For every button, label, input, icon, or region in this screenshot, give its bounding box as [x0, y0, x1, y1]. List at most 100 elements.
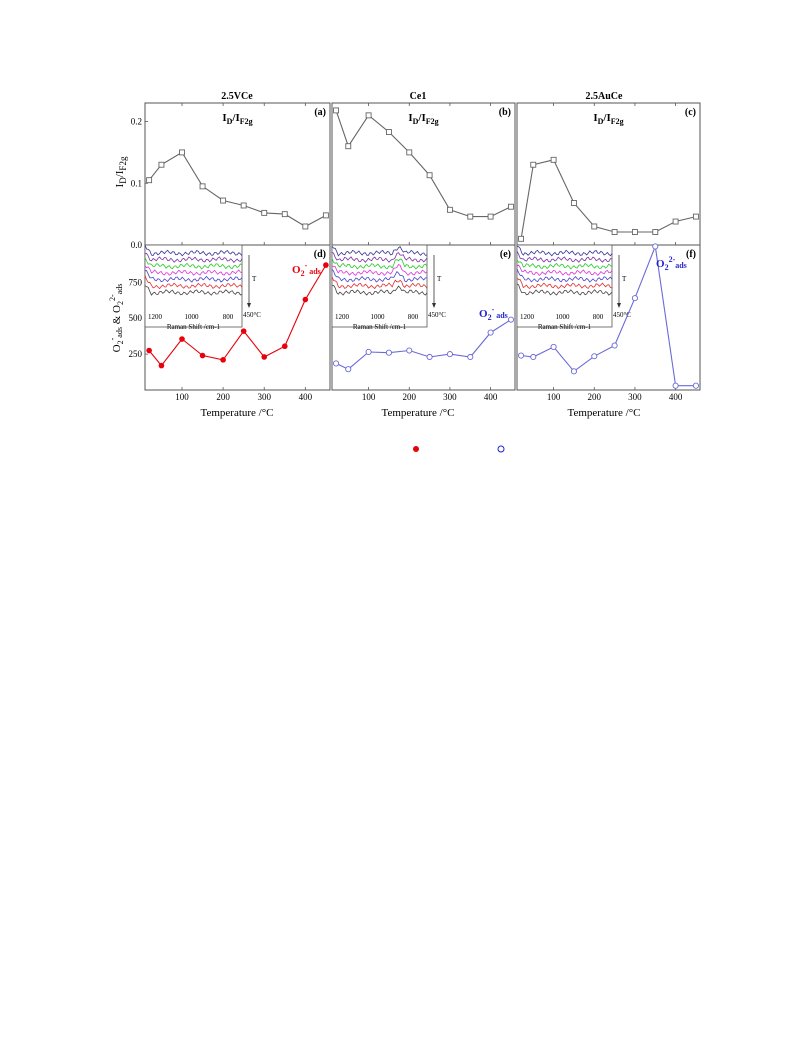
- data-point: [220, 357, 226, 363]
- data-point: [220, 197, 227, 204]
- series-line: [148, 264, 327, 367]
- data-point: [550, 156, 557, 163]
- y-tick-label: 250: [129, 349, 143, 359]
- inset-spectrum-line: [516, 264, 613, 277]
- x-tick-label: 100: [362, 392, 376, 402]
- data-point: [385, 129, 392, 135]
- data-point: [322, 212, 329, 219]
- inset-tick-label: 1000: [371, 313, 386, 321]
- data-point: [302, 296, 309, 303]
- data-point: [530, 161, 537, 168]
- x-tick-label: 100: [547, 392, 561, 402]
- inset-spectrum-line: [332, 285, 428, 296]
- inset-temp-label: 450°C: [428, 311, 446, 319]
- data-point: [158, 362, 165, 369]
- data-point: [385, 349, 392, 356]
- data-point: [507, 203, 514, 210]
- series-line: [335, 319, 512, 370]
- series-line: [520, 159, 697, 239]
- panel-label: (b): [499, 107, 511, 118]
- y-title-bottom: O2-ads & O22-ads: [108, 284, 125, 353]
- data-point: [692, 382, 699, 389]
- data-point: [550, 343, 557, 350]
- x-tick-label: 400: [484, 392, 498, 402]
- series-label: O2- ads: [479, 305, 508, 322]
- data-point: [240, 328, 247, 334]
- y-tick-label: 0.2: [131, 117, 142, 127]
- inset-arrowhead: [247, 303, 251, 308]
- inset-spectrum-line: [516, 283, 613, 296]
- inset-arrowhead: [432, 303, 436, 308]
- data-point: [672, 218, 679, 225]
- data-point: [530, 353, 537, 361]
- svg-text:ID/IF2g: ID/IF2g: [114, 156, 128, 187]
- x-tick-label: 200: [403, 392, 417, 402]
- inset-temp-label: 450°C: [243, 311, 261, 319]
- inset-arrow-label: T: [622, 275, 627, 283]
- inset-spectrum-line: [331, 269, 427, 283]
- inset-spectrum-line: [516, 277, 613, 290]
- column-title-ce1: Ce1: [410, 91, 427, 102]
- data-point: [345, 143, 352, 150]
- inset-spectrum-line: [516, 259, 613, 270]
- data-point: [281, 211, 288, 218]
- data-point: [652, 229, 659, 235]
- y-title-top: ID/IF2g: [114, 156, 128, 187]
- x-tick-label: 200: [216, 392, 230, 402]
- data-point: [487, 213, 494, 220]
- x-tick-label: 200: [588, 392, 602, 402]
- x-tick-label: 300: [628, 392, 642, 402]
- data-point: [199, 183, 206, 190]
- inset-spectrum-line: [144, 244, 243, 257]
- data-point: [240, 202, 247, 209]
- data-point: [611, 342, 618, 349]
- data-point: [158, 161, 165, 168]
- series-label: O22-ads: [656, 255, 687, 272]
- data-point: [507, 316, 514, 323]
- x-title-right: Temperature /°C: [568, 407, 641, 419]
- data-point: [591, 353, 598, 360]
- panels: 0.0 0.1 0.2 (a) ID/IF2g (b) ID/IF2g (c) ID/IF2g 1…: [129, 102, 701, 402]
- panel-label: (f): [686, 249, 696, 260]
- inset-tick-label: 1000: [185, 313, 200, 321]
- series-label: O2- ads: [292, 261, 321, 278]
- inset-tick-label: 800: [223, 313, 234, 321]
- inset-spectrum-line: [331, 263, 428, 276]
- x-title-left: Temperature /°C: [201, 407, 274, 419]
- data-point: [261, 209, 268, 216]
- data-point: [631, 295, 638, 302]
- inset-spectrum-line: [144, 275, 243, 290]
- data-point: [323, 262, 329, 268]
- inset-spectrum-line: [331, 251, 428, 263]
- legend-marker-open-circle: [497, 445, 505, 453]
- data-point: [426, 172, 433, 179]
- panel-frame: [331, 102, 516, 246]
- panel-label: (a): [314, 107, 326, 118]
- inset-arrow-label: T: [252, 275, 257, 283]
- data-point: [426, 353, 433, 361]
- series-line: [148, 151, 327, 228]
- data-point: [518, 235, 525, 242]
- data-point: [406, 347, 413, 354]
- data-point: [692, 213, 699, 220]
- column-title-2-5vce: 2.5VCe: [221, 91, 253, 102]
- inset-tick-label: 1200: [148, 313, 163, 321]
- data-point: [365, 348, 372, 356]
- column-title-2-5auce: 2.5AuCe: [586, 91, 624, 102]
- inset-tick-label: 1000: [556, 313, 571, 321]
- data-point: [570, 200, 577, 206]
- panel-frame: [516, 102, 701, 246]
- series-line: [521, 244, 696, 387]
- inset-tick-label: 1200: [520, 313, 535, 321]
- series-label: ID/IF2g: [408, 112, 438, 126]
- inset-spectrum-line: [144, 265, 243, 276]
- data-point: [199, 352, 206, 359]
- data-point: [281, 343, 288, 350]
- x-tick-label: 400: [669, 392, 683, 402]
- x-title-middle: Temperature /°C: [382, 407, 455, 419]
- data-point: [146, 177, 153, 184]
